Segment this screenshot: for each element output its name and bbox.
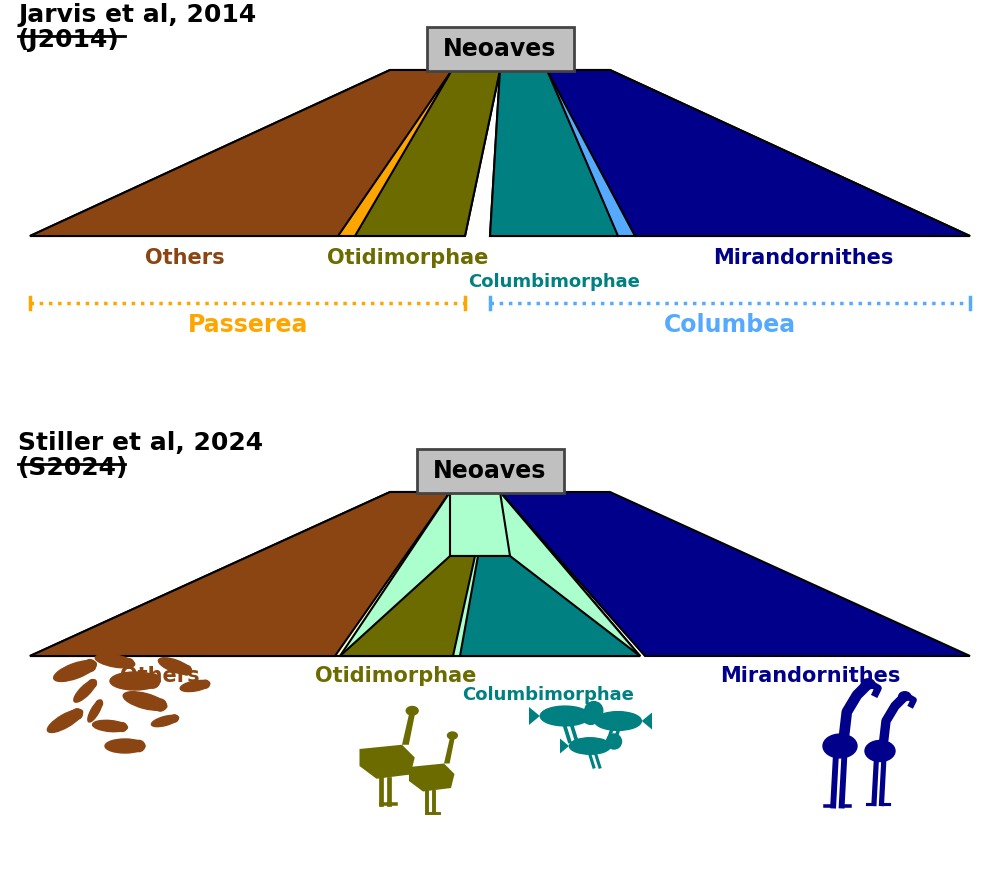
Ellipse shape <box>406 707 419 715</box>
Text: Columbimorphae: Columbimorphae <box>468 273 640 291</box>
Circle shape <box>181 666 191 675</box>
Text: Others: Others <box>120 666 200 686</box>
Polygon shape <box>30 492 450 656</box>
Ellipse shape <box>898 692 911 701</box>
Ellipse shape <box>110 672 160 690</box>
Polygon shape <box>490 70 618 236</box>
FancyBboxPatch shape <box>417 449 563 493</box>
Polygon shape <box>450 492 510 556</box>
Polygon shape <box>500 492 970 656</box>
Ellipse shape <box>159 658 191 675</box>
Circle shape <box>97 700 102 707</box>
Text: Columbimorphae: Columbimorphae <box>462 686 634 704</box>
Text: Otidimorphae: Otidimorphae <box>315 666 477 686</box>
Polygon shape <box>490 70 970 236</box>
Text: (S2024): (S2024) <box>18 456 128 480</box>
Circle shape <box>146 674 160 689</box>
Polygon shape <box>340 556 475 656</box>
Polygon shape <box>642 712 652 730</box>
Text: Mirandornithes: Mirandornithes <box>720 666 900 686</box>
Circle shape <box>585 702 603 719</box>
Ellipse shape <box>105 739 145 753</box>
Circle shape <box>89 680 97 688</box>
Ellipse shape <box>123 692 166 710</box>
Ellipse shape <box>865 740 895 761</box>
Ellipse shape <box>88 700 102 722</box>
Polygon shape <box>547 70 970 236</box>
Polygon shape <box>360 745 415 779</box>
Polygon shape <box>529 707 540 725</box>
Polygon shape <box>355 70 500 236</box>
Text: Neoaves: Neoaves <box>433 459 547 483</box>
Circle shape <box>582 708 599 724</box>
Polygon shape <box>30 70 452 236</box>
Text: Others: Others <box>145 248 225 268</box>
Polygon shape <box>402 715 415 745</box>
Circle shape <box>607 734 622 749</box>
Circle shape <box>155 699 166 711</box>
FancyBboxPatch shape <box>427 27 573 71</box>
Polygon shape <box>340 492 640 656</box>
Text: Jarvis et al, 2014: Jarvis et al, 2014 <box>18 3 256 27</box>
Circle shape <box>201 680 210 689</box>
Text: (J2014): (J2014) <box>18 28 120 52</box>
Text: Stiller et al, 2024: Stiller et al, 2024 <box>18 431 263 455</box>
Ellipse shape <box>47 710 83 732</box>
Ellipse shape <box>823 734 857 758</box>
Text: Columbea: Columbea <box>664 313 796 337</box>
Ellipse shape <box>447 732 457 739</box>
Circle shape <box>133 740 145 752</box>
Ellipse shape <box>861 679 875 689</box>
Polygon shape <box>460 556 640 656</box>
Text: Passerea: Passerea <box>188 313 308 337</box>
Circle shape <box>118 723 127 731</box>
Ellipse shape <box>595 711 641 731</box>
Ellipse shape <box>54 661 97 682</box>
Polygon shape <box>560 738 569 753</box>
Polygon shape <box>409 764 454 792</box>
Polygon shape <box>30 492 640 656</box>
Polygon shape <box>444 739 454 764</box>
Text: Otidimorphae: Otidimorphae <box>327 248 489 268</box>
Ellipse shape <box>96 654 135 668</box>
Circle shape <box>84 660 96 672</box>
Ellipse shape <box>152 716 178 727</box>
Polygon shape <box>30 70 500 236</box>
Ellipse shape <box>93 720 127 731</box>
Ellipse shape <box>180 681 210 691</box>
Circle shape <box>72 709 83 719</box>
Ellipse shape <box>74 680 97 703</box>
Circle shape <box>170 715 178 722</box>
Ellipse shape <box>540 706 590 726</box>
Text: Mirandornithes: Mirandornithes <box>713 248 893 268</box>
Circle shape <box>124 659 134 668</box>
Text: Neoaves: Neoaves <box>443 37 557 61</box>
Ellipse shape <box>569 738 611 754</box>
